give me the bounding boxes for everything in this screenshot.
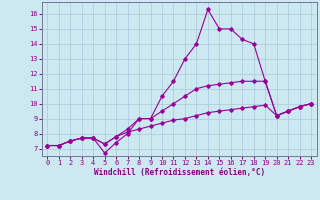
X-axis label: Windchill (Refroidissement éolien,°C): Windchill (Refroidissement éolien,°C) <box>94 168 265 177</box>
